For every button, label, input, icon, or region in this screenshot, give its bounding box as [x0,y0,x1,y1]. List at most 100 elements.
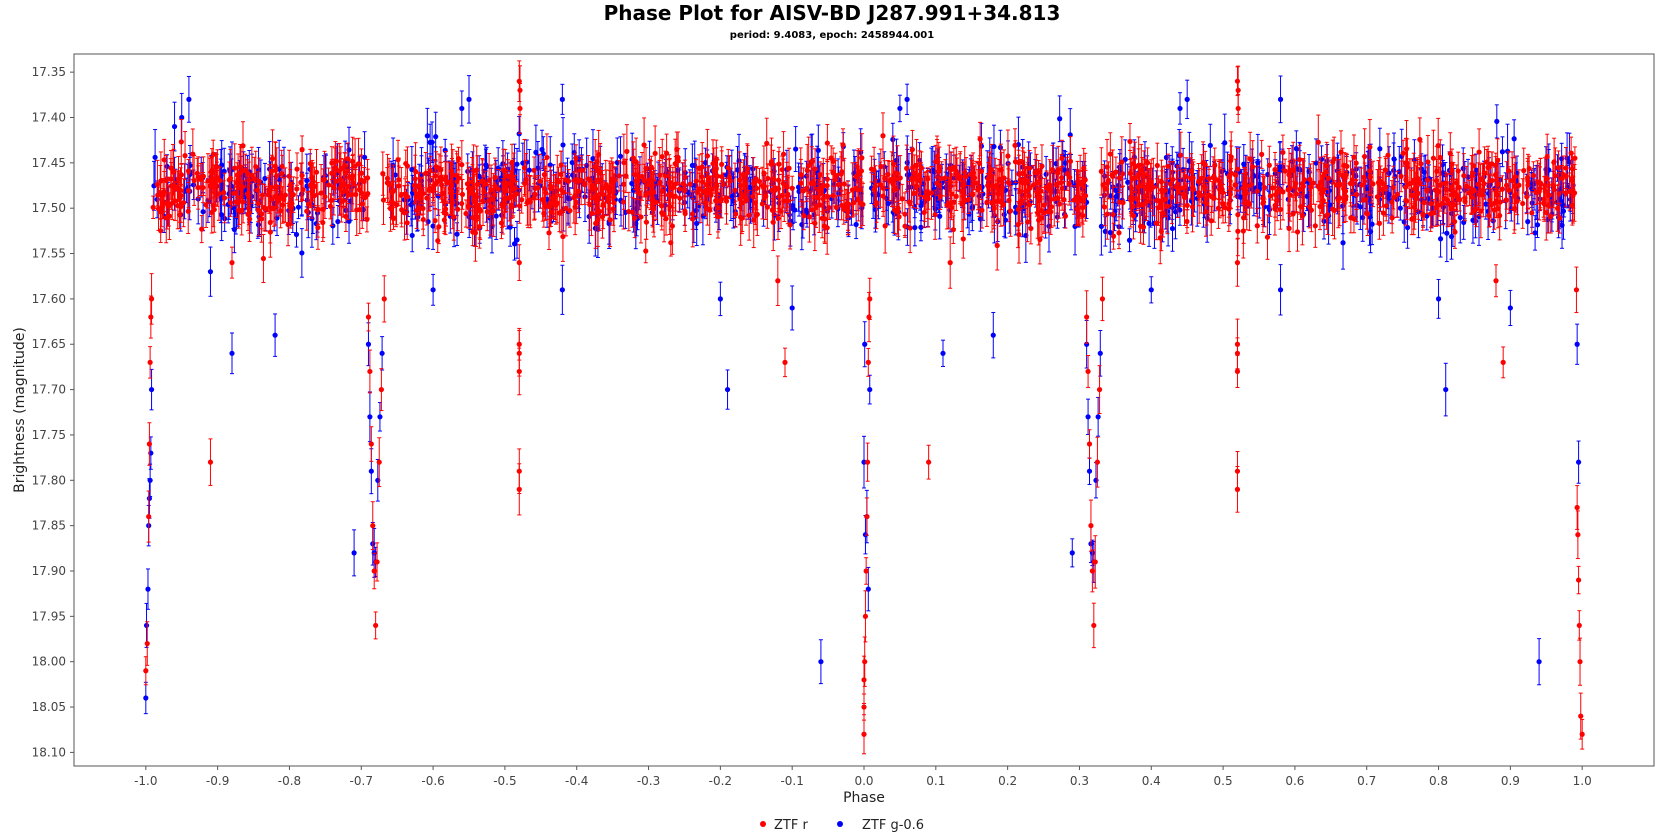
point-marker [1293,146,1299,152]
point-marker [454,231,460,237]
y-axis: 17.35 17.40 17.45 17.50 17.55 17.60 17.65 17.70… [32,65,74,759]
point-marker [178,139,184,145]
y-tick-label: 17.75 [32,428,66,442]
data-point-ztf-g [811,194,817,236]
point-marker [1472,218,1479,224]
point-marker [862,341,868,347]
point-marker [367,414,373,420]
point-marker [409,232,415,239]
point-marker [1377,146,1383,152]
point-marker [937,213,943,219]
point-marker [633,221,639,227]
point-marker [262,175,268,182]
data-point-ztf-g [1499,136,1506,168]
point-marker [507,224,513,230]
point-marker [1057,116,1063,122]
point-marker [1536,659,1542,665]
point-marker [997,144,1003,151]
point-marker [511,241,518,247]
y-tick-label: 17.90 [32,564,66,578]
point-marker [433,134,439,140]
point-marker [559,287,565,293]
point-marker [514,237,520,243]
point-marker [493,213,499,219]
y-tick-label: 17.40 [32,110,66,124]
point-marker [430,287,436,293]
x-tick-label: 0.4 [1142,774,1161,788]
x-tick-label: 0.7 [1357,774,1376,788]
point-marker [793,146,799,152]
point-marker [1340,240,1346,246]
point-marker [1437,236,1444,242]
x-tick-label: -0.7 [350,774,373,788]
data-point-ztf-g [1444,204,1450,263]
point-marker [1499,149,1506,155]
point-marker [190,182,197,188]
point-marker [335,218,341,225]
point-marker [818,659,824,665]
x-tick-label: -1.0 [134,774,157,788]
point-marker [1098,223,1104,229]
point-marker [533,149,539,155]
y-tick-label: 17.95 [32,609,66,623]
point-marker [442,147,448,153]
point-marker [617,153,624,159]
point-marker [560,142,566,148]
data-point-ztf-g [190,169,197,201]
x-tick-label: 0.2 [998,774,1017,788]
y-tick-label: 17.45 [32,156,66,170]
x-tick-label: -0.8 [278,774,301,788]
point-marker [346,147,352,153]
point-marker [1457,214,1463,221]
x-tick-label: -0.2 [709,774,732,788]
point-marker [1148,287,1154,293]
y-tick-label: 17.55 [32,247,66,261]
point-marker [1511,136,1517,142]
point-marker [559,96,565,102]
x-tick-label: 0.9 [1501,774,1520,788]
point-marker [1085,414,1091,420]
y-tick-label: 17.85 [32,519,66,533]
point-marker [1443,386,1449,393]
series-layer [143,60,1585,755]
point-marker [853,221,859,228]
point-marker [1360,214,1366,221]
point-marker [365,341,372,347]
point-marker [940,350,946,356]
data-point-ztf-g [1126,228,1133,253]
point-marker [717,296,723,302]
point-marker [351,550,357,556]
point-marker [1327,202,1333,208]
point-marker [1486,190,1492,197]
y-tick-label: 18.00 [32,655,66,669]
y-tick-label: 17.60 [32,292,66,306]
point-marker [912,224,918,231]
point-marker [897,105,903,112]
point-marker [152,154,158,160]
x-tick-label: 0.6 [1285,774,1304,788]
point-marker [1207,142,1213,149]
point-marker [466,96,472,102]
point-marker [811,212,817,218]
y-tick-label: 17.80 [32,473,66,487]
x-tick-label: 0.1 [926,774,945,788]
point-marker [1532,230,1538,236]
point-marker [200,209,206,215]
point-marker [1107,229,1113,236]
data-point-ztf-g [430,202,436,250]
point-marker [1102,228,1108,235]
point-marker [1184,96,1190,102]
point-marker [1126,237,1133,243]
point-marker [1421,169,1427,175]
point-marker [1525,219,1531,225]
point-marker [1113,187,1119,194]
data-point-ztf-g [617,136,624,177]
x-tick-label: 0.0 [854,774,873,788]
point-marker [1425,196,1431,202]
point-marker [890,136,896,143]
point-marker [1435,296,1442,302]
data-point-ztf-g [1357,183,1363,231]
point-marker [792,207,798,213]
point-marker [790,202,796,209]
